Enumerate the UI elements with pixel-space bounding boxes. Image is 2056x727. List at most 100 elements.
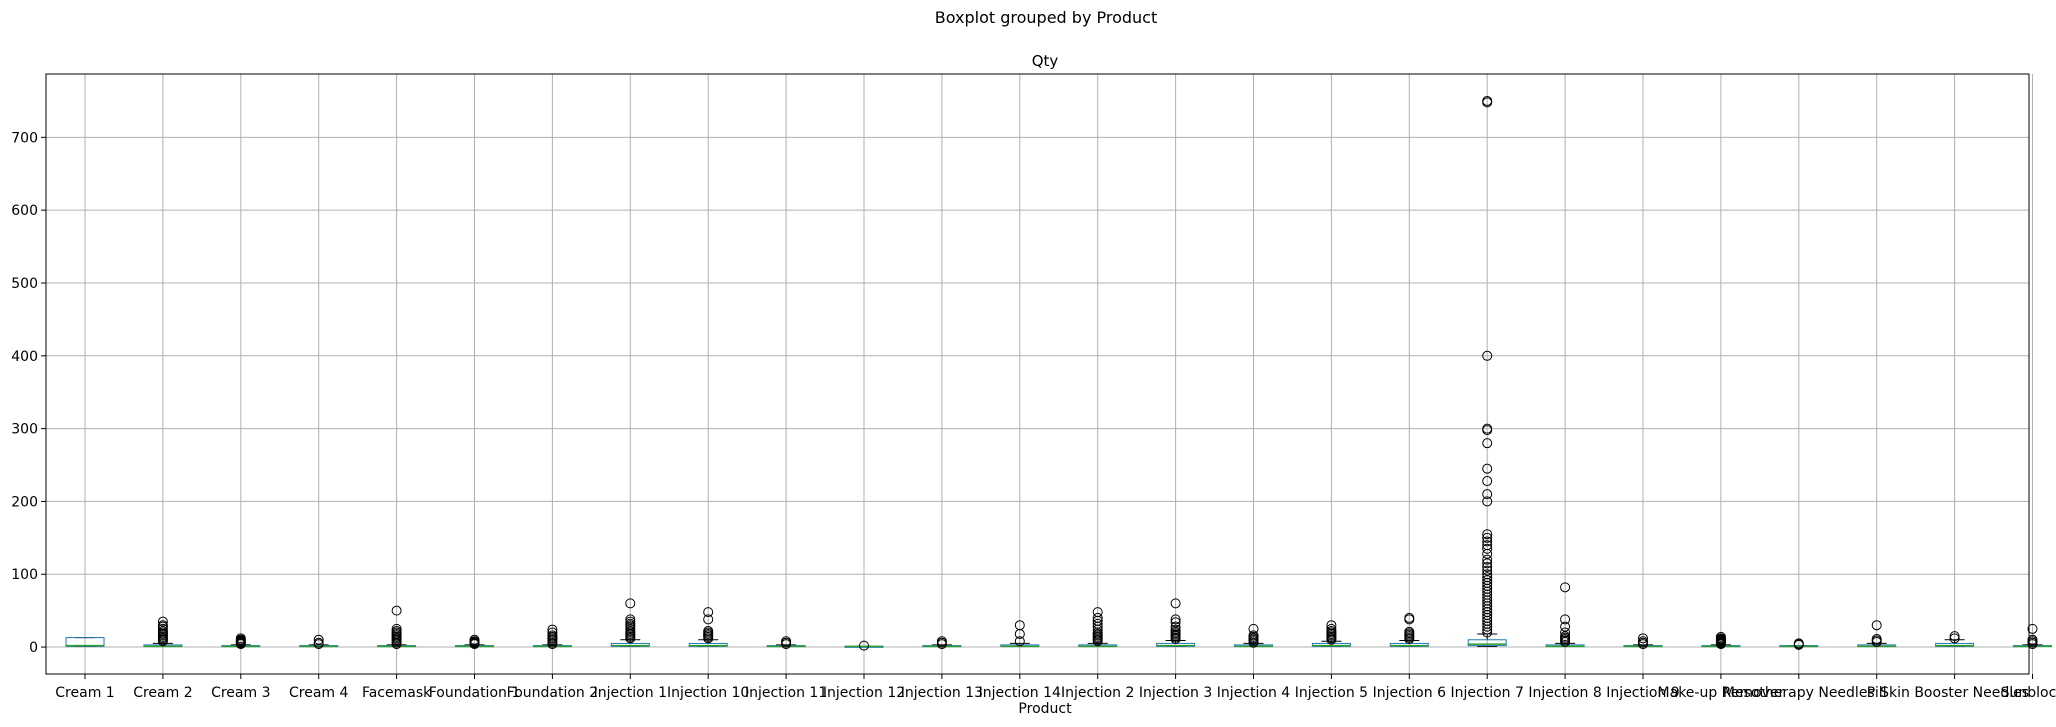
y-tick-label: 0	[29, 640, 38, 656]
x-tick-label: Injection 14	[979, 685, 1061, 701]
outlier-point	[1871, 620, 1882, 631]
outlier-point	[1793, 638, 1804, 649]
x-tick-label: Injection 13	[901, 685, 983, 701]
outlier-point	[781, 636, 792, 647]
box-23	[1779, 638, 1819, 650]
outlier-point	[625, 618, 636, 629]
outlier-point	[157, 620, 168, 631]
box-2	[143, 616, 183, 648]
outlier-point	[469, 634, 480, 645]
x-tick-label: Injection 5	[1295, 685, 1368, 701]
outlier-point	[1404, 612, 1415, 623]
x-tick-label: Cream 4	[289, 685, 349, 701]
box-25	[1935, 631, 1975, 647]
outlier-point	[1092, 618, 1103, 629]
outlier-point	[157, 623, 168, 634]
outlier-point	[1170, 624, 1181, 635]
outlier-point	[1560, 582, 1571, 593]
outlier-point	[1092, 607, 1103, 618]
outlier-point	[1482, 569, 1493, 580]
outlier-point	[1170, 621, 1181, 632]
outlier-point	[1949, 633, 1960, 644]
outlier-point	[1638, 633, 1648, 644]
y-tick-label: 600	[11, 203, 38, 219]
x-tick-label: Sunblock	[2001, 685, 2056, 701]
outlier-point	[1482, 95, 1493, 106]
outlier-point	[1482, 496, 1493, 507]
box-6	[455, 634, 494, 650]
box-3	[221, 633, 261, 650]
outlier-point	[547, 627, 558, 638]
outlier-point	[703, 626, 714, 637]
outlier-point	[1560, 621, 1571, 632]
x-tick-label: Injection 7	[1451, 685, 1524, 701]
outlier-point	[1092, 612, 1103, 623]
y-axis: 0 100 200 300 400 500 600 700	[11, 130, 46, 656]
outlier-point	[1482, 350, 1493, 361]
x-tick-label: Cream 2	[133, 685, 192, 701]
box-5	[377, 605, 417, 650]
outlier-point	[1326, 620, 1337, 631]
outlier-point	[1482, 423, 1493, 434]
x-tick-label: Injection 9	[1606, 685, 1679, 701]
x-tick-label: Cream 1	[55, 685, 114, 701]
plot-frame	[45, 73, 2030, 675]
outlier-point	[1560, 627, 1571, 638]
chart-title: Qty	[1032, 52, 1059, 70]
outlier-point	[157, 616, 168, 627]
outlier-point	[1170, 617, 1181, 628]
x-tick-label: Foundation 1	[429, 685, 521, 701]
x-tick-label: Injection 6	[1373, 685, 1446, 701]
outlier-point	[1482, 529, 1493, 540]
outlier-point	[703, 614, 714, 625]
outlier-point	[1482, 543, 1493, 554]
y-tick-label: 100	[11, 567, 38, 583]
x-tick-label: Injection 1	[594, 685, 667, 701]
x-tick-label: Pill	[1867, 685, 1887, 701]
outlier-point	[1482, 438, 1493, 449]
box-11	[844, 640, 884, 651]
outlier-point	[1014, 636, 1025, 647]
outlier-point	[1560, 614, 1571, 625]
box-20	[1545, 582, 1585, 648]
box-21	[1623, 633, 1663, 650]
outlier-point	[1482, 565, 1493, 576]
x-tick-label: Injection 11	[745, 685, 827, 701]
outlier-point	[1248, 623, 1259, 634]
outlier-point	[1248, 630, 1259, 641]
outlier-point	[1482, 554, 1493, 565]
box-17	[1311, 620, 1351, 647]
outlier-point	[391, 623, 402, 634]
x-tick-label: Mesotherapy Needles	[1723, 685, 1875, 701]
outlier-point	[2027, 634, 2038, 645]
x-tick-label: Skin Booster Needles	[1880, 685, 2029, 701]
outlier-point	[1014, 620, 1025, 631]
y-tick-label: 200	[11, 494, 38, 510]
outlier-point	[1949, 631, 1960, 642]
x-tick-label: Injection 3	[1139, 685, 1212, 701]
outlier-point	[703, 607, 714, 618]
box-9	[688, 607, 728, 647]
x-axis-label: Product	[1018, 701, 1072, 717]
outlier-point	[391, 626, 402, 637]
box-19	[1467, 95, 1507, 647]
outlier-point	[859, 640, 869, 651]
outlier-point	[1326, 623, 1337, 634]
outlier-point	[391, 605, 402, 616]
x-tick-label: Make-up Remover	[1658, 685, 1785, 701]
outlier-point	[1482, 489, 1493, 500]
outlier-point	[1482, 536, 1493, 547]
box-layer	[65, 95, 2052, 651]
x-tick-label: Injection 12	[823, 685, 905, 701]
x-tick-label: Foundation 2	[507, 685, 599, 701]
outlier-point	[1715, 631, 1726, 642]
x-axis: Cream 1 Cream 2 Cream 3 Cream 4 FacemaskFoun…	[55, 674, 2056, 701]
outlier-point	[1482, 561, 1493, 572]
y-tick-label: 400	[11, 349, 38, 365]
y-tick-label: 700	[11, 130, 38, 146]
outlier-point	[1871, 634, 1882, 645]
grid-lines	[46, 74, 2033, 674]
outlier-point	[1326, 626, 1337, 637]
outlier-point	[1482, 572, 1493, 583]
